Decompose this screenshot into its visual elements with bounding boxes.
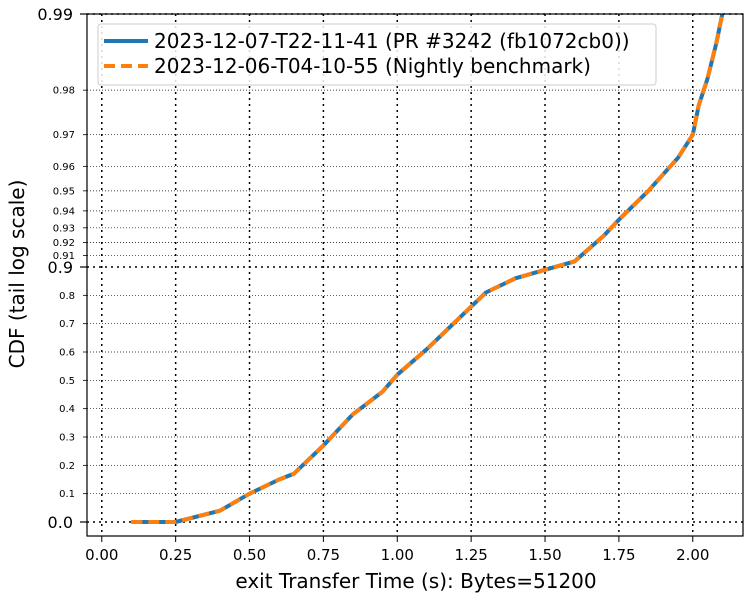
- y-minor-tick-label: 0.1: [59, 489, 75, 500]
- y-minor-tick-label: 0.8: [59, 291, 75, 302]
- y-minor-tick-label: 0.7: [59, 319, 75, 330]
- axes-layer: 0.00 0.25 0.50 0.75 1.00 1.25 1.50 1.75 2.00 0.1 0…: [37, 5, 744, 564]
- y-minor-tick-label: 0.3: [59, 433, 75, 444]
- y-minor-tick-label: 0.97: [53, 130, 75, 141]
- series-line-2: [131, 13, 725, 524]
- x-tick-label: 0.25: [159, 546, 192, 564]
- y-minor-tick-label: 0.2: [59, 461, 75, 472]
- legend: 2023-12-07-T22-11-41 (PR #3242 (fb1072cb…: [97, 23, 657, 86]
- legend-label-series-1: 2023-12-07-T22-11-41 (PR #3242 (fb1072cb…: [154, 29, 630, 53]
- y-minor-tick-label: 0.4: [59, 404, 75, 415]
- grid-layer: [87, 13, 743, 536]
- y-minor-tick-label: 0.98: [53, 86, 75, 97]
- y-minor-tick-label: 0.91: [53, 251, 75, 262]
- y-minor-tick-label: 0.92: [53, 238, 75, 249]
- y-major-tick-label: 0.9: [48, 258, 73, 277]
- legend-label-series-2: 2023-12-06-T04-10-55 (Nightly benchmark): [154, 54, 591, 78]
- y-major-tick-label: 0.99: [37, 5, 73, 24]
- y-axis-label: CDF (tail log scale): [5, 180, 29, 369]
- x-tick-label: 1.00: [381, 546, 414, 564]
- plot-frame: [86, 13, 744, 537]
- x-tick-label: 1.50: [528, 546, 561, 564]
- x-tick-label: 0.00: [85, 546, 118, 564]
- y-minor-tick-label: 0.93: [53, 223, 75, 234]
- y-minor-tick-label: 0.6: [59, 348, 75, 359]
- y-minor-tick-label: 0.94: [53, 206, 75, 217]
- x-tick-label: 2.00: [676, 546, 709, 564]
- series-layer: [131, 13, 725, 524]
- y-major-tick-label: 0.0: [48, 513, 73, 532]
- legend-box: [97, 23, 657, 86]
- x-tick-label: 1.75: [602, 546, 635, 564]
- x-axis-label: exit Transfer Time (s): Bytes=51200: [235, 569, 596, 593]
- x-tick-label: 1.25: [454, 546, 487, 564]
- x-tick-label: 0.50: [233, 546, 266, 564]
- y-minor-tick-label: 0.96: [53, 162, 75, 173]
- x-tick-label: 0.75: [307, 546, 340, 564]
- y-minor-tick-label: 0.95: [53, 186, 75, 197]
- y-minor-tick-label: 0.5: [59, 376, 75, 387]
